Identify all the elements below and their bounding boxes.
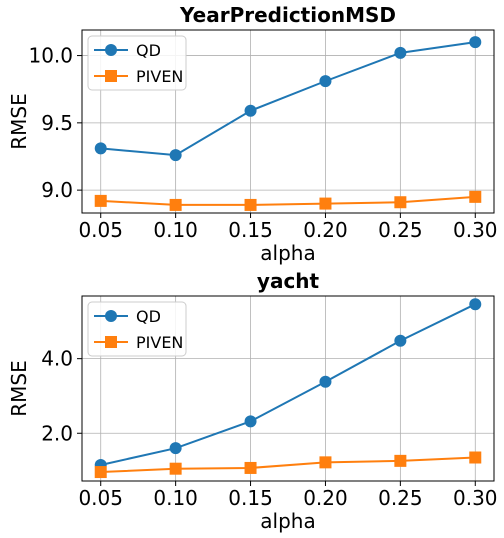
bottom-axes-frame — [81, 295, 495, 482]
top-series-line-qd — [100, 41, 476, 157]
top-xtick-label-1: 0.10 — [153, 218, 198, 242]
bottom-point-piven-3 — [319, 456, 332, 469]
bottom-point-qd-2 — [244, 415, 257, 428]
top-y-axis-label: RMSE — [7, 93, 31, 149]
top-point-qd-3 — [319, 75, 332, 88]
top-series-line-piven — [100, 195, 476, 206]
top-legend-label-qd: QD — [136, 41, 161, 60]
bottom-point-piven-0 — [94, 466, 107, 479]
bottom-x-axis-label: alpha — [260, 509, 315, 533]
top-xtick-label-4: 0.25 — [378, 218, 423, 242]
top-legend-label-piven: PIVEN — [136, 67, 183, 86]
bottom-xtick-label-1: 0.10 — [153, 486, 198, 510]
top-panel: 0.05 0.10 0.15 0.20 0.25 0.30 9.0 9.5 10.0 YearPr… — [7, 3, 498, 265]
top-point-qd-4 — [394, 46, 407, 59]
bottom-legend-label-piven: PIVEN — [136, 333, 183, 352]
bottom-panel: 0.05 0.10 0.15 0.20 0.25 0.30 2.0 4.0 yacht alpha… — [7, 269, 498, 533]
top-point-piven-4 — [394, 196, 407, 209]
bottom-point-qd-1 — [169, 442, 182, 455]
top-chart-title: YearPredictionMSD — [179, 3, 396, 27]
top-point-piven-0 — [94, 194, 107, 207]
bottom-ytick-label-0: 2.0 — [41, 421, 73, 445]
bottom-series-line-piven — [100, 456, 476, 474]
top-point-piven-1 — [169, 198, 182, 211]
top-x-axis-label: alpha — [260, 241, 315, 265]
bottom-point-qd-3 — [319, 375, 332, 388]
bottom-point-qd-4 — [394, 334, 407, 347]
bottom-xtick-label-0: 0.05 — [78, 486, 123, 510]
top-xtick-label-5: 0.30 — [453, 218, 498, 242]
top-ytick-label-0: 9.0 — [41, 178, 73, 202]
bottom-point-qd-5 — [469, 298, 482, 311]
top-legend: QD PIVEN — [87, 35, 187, 91]
top-point-qd-5 — [469, 36, 482, 49]
top-legend-marker-qd — [105, 44, 117, 56]
bottom-y-axis-label: RMSE — [7, 360, 31, 416]
top-point-qd-1 — [169, 149, 182, 162]
bottom-point-piven-1 — [169, 462, 182, 475]
top-point-piven-3 — [319, 197, 332, 210]
bottom-legend-label-qd: QD — [136, 307, 161, 326]
bottom-xtick-label-2: 0.15 — [228, 486, 273, 510]
top-ytick-label-2: 10.0 — [28, 44, 73, 68]
bottom-point-piven-2 — [244, 461, 257, 474]
top-point-qd-0 — [94, 142, 107, 155]
bottom-xtick-label-4: 0.25 — [378, 486, 423, 510]
bottom-legend-marker-piven — [105, 336, 117, 348]
top-ytick-label-1: 9.5 — [41, 111, 73, 135]
bottom-xtick-label-5: 0.30 — [453, 486, 498, 510]
top-point-piven-2 — [244, 198, 257, 211]
top-xtick-label-3: 0.20 — [303, 218, 348, 242]
bottom-legend: QD PIVEN — [87, 301, 187, 357]
bottom-point-piven-4 — [394, 454, 407, 467]
top-point-qd-2 — [244, 104, 257, 117]
bottom-point-piven-5 — [469, 451, 482, 464]
top-xtick-label-0: 0.05 — [78, 218, 123, 242]
bottom-chart-title: yacht — [257, 269, 320, 293]
top-xtick-label-2: 0.15 — [228, 218, 273, 242]
bottom-series-line-qd — [100, 303, 476, 466]
top-point-piven-5 — [469, 190, 482, 203]
top-legend-marker-piven — [105, 70, 117, 82]
bottom-legend-marker-qd — [105, 310, 117, 322]
top-axes-frame — [81, 29, 495, 214]
bottom-xtick-label-3: 0.20 — [303, 486, 348, 510]
bottom-ytick-label-1: 4.0 — [41, 347, 73, 371]
